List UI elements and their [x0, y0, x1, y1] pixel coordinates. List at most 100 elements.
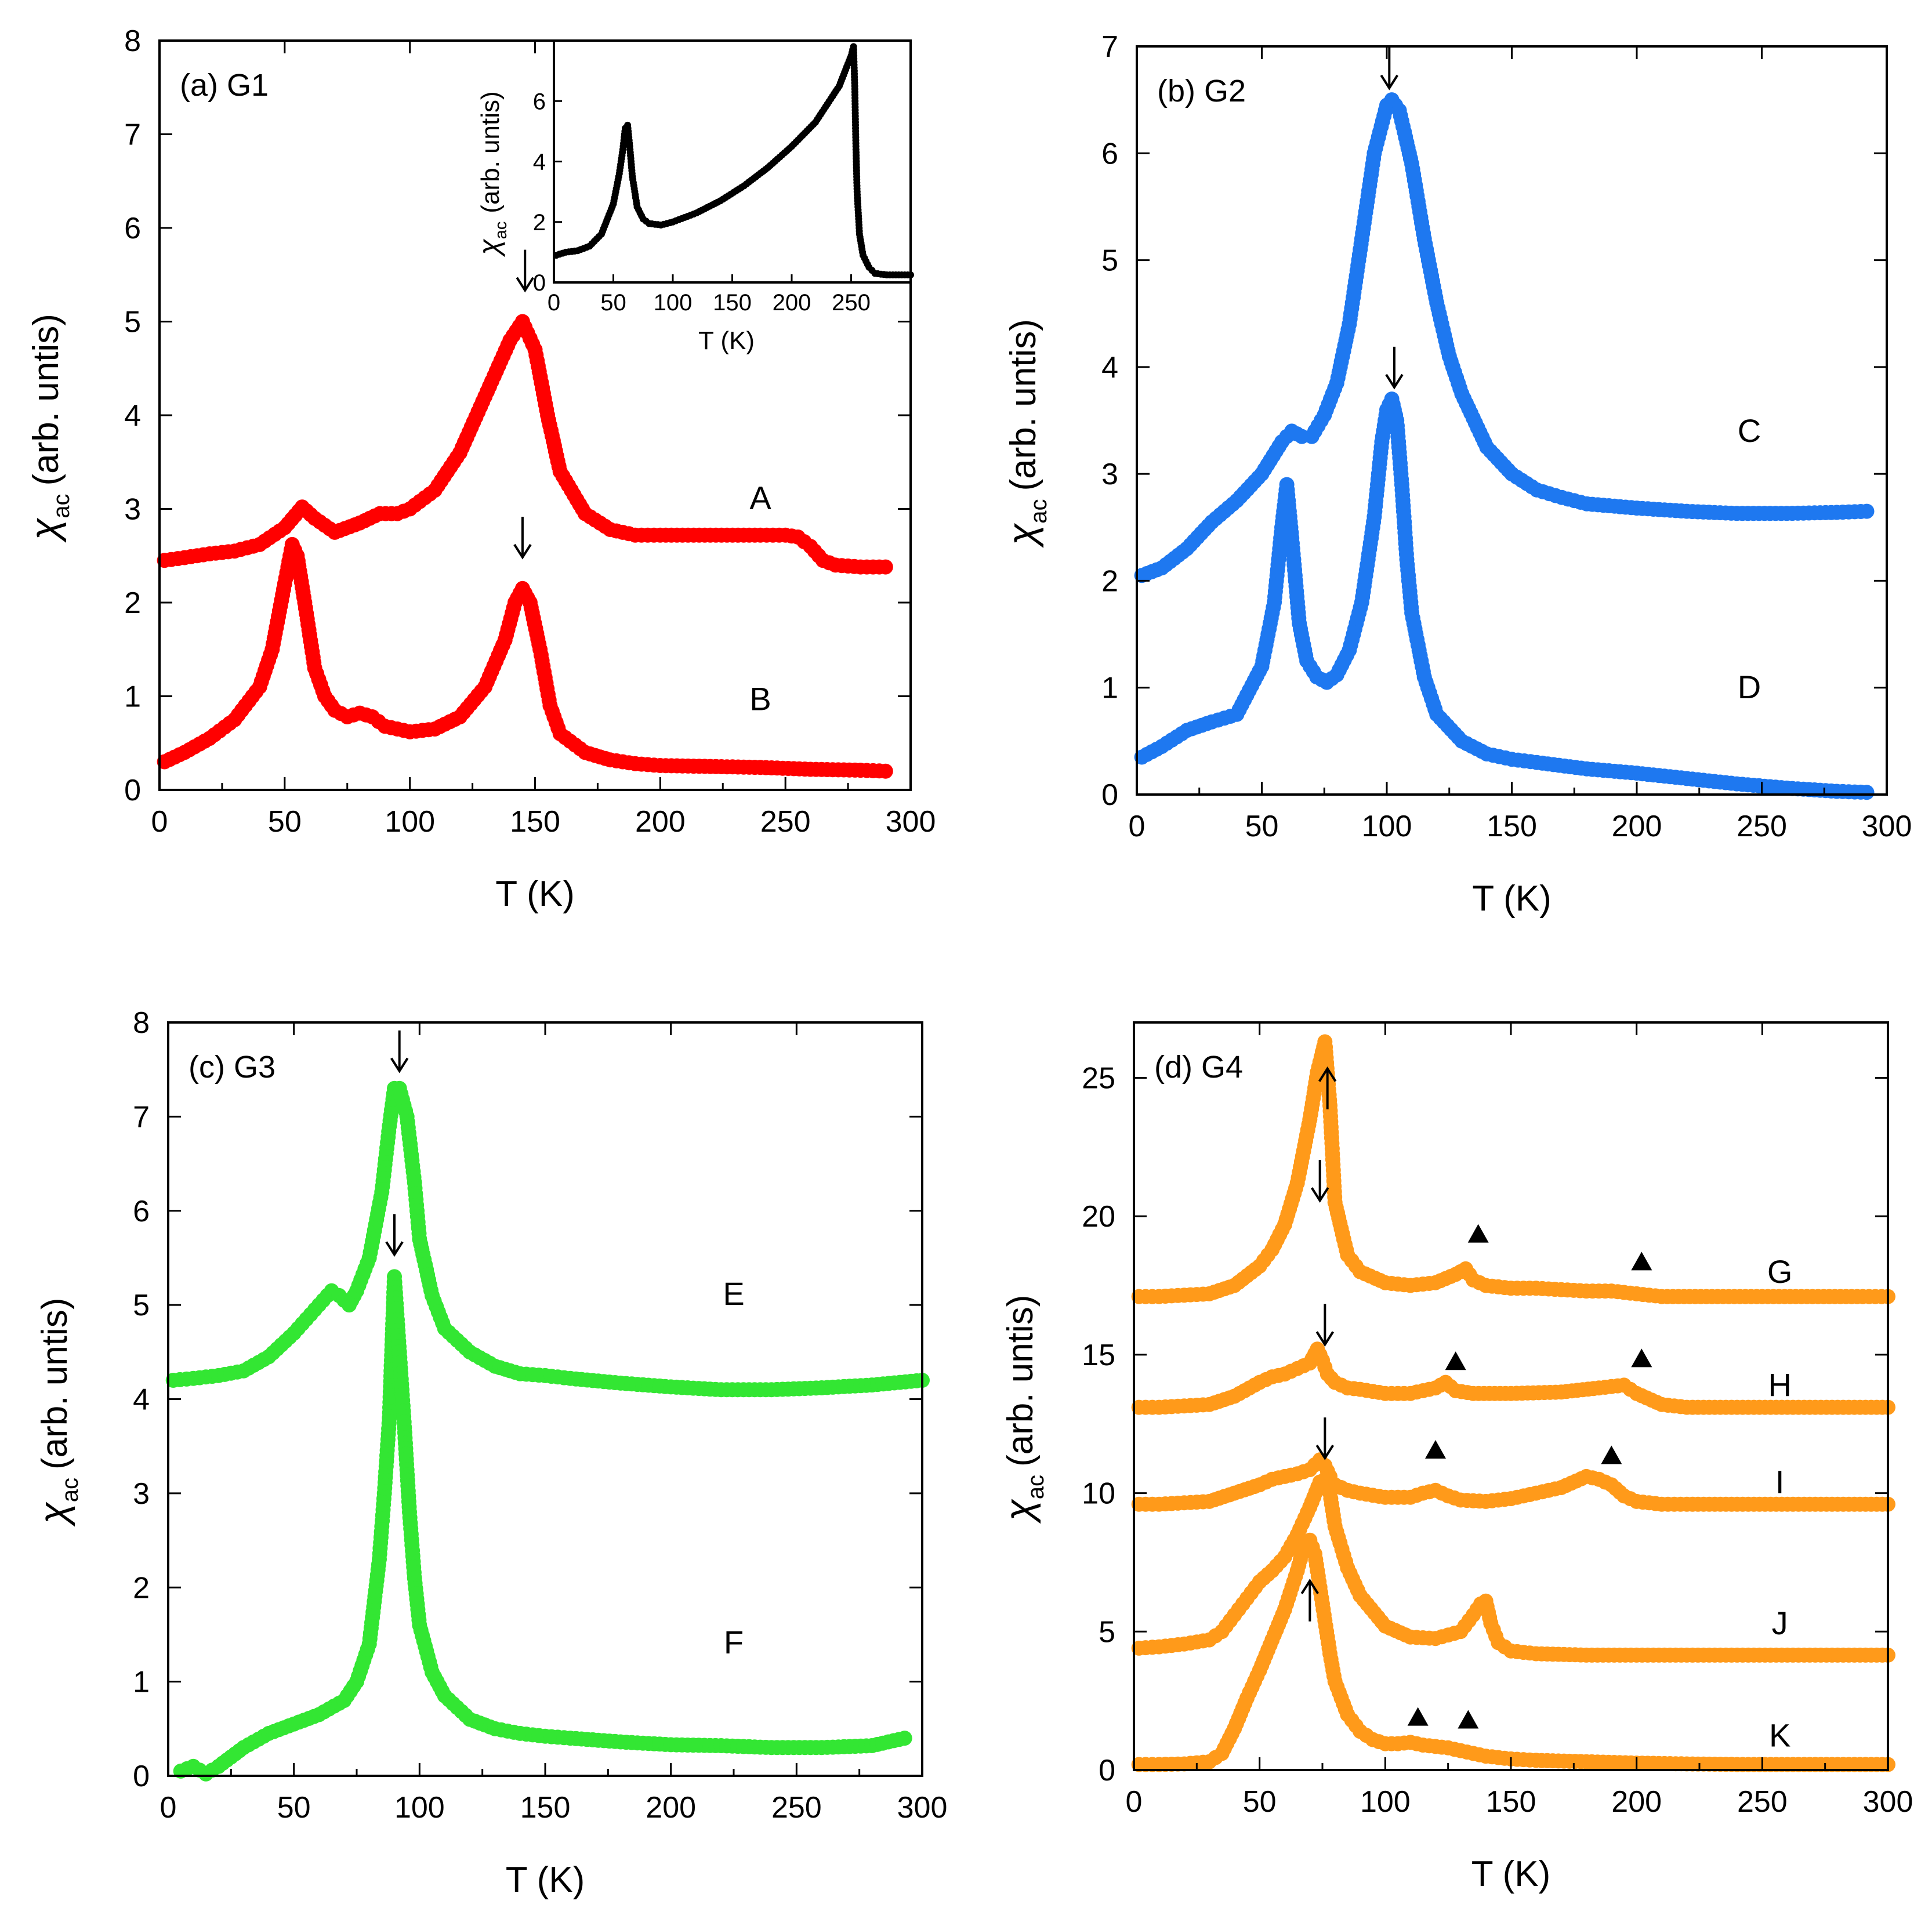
series-label: G [1767, 1253, 1793, 1290]
y-tick-label: 4 [124, 399, 141, 433]
series-H [1131, 1341, 1895, 1415]
y-tick-label: 2 [133, 1571, 150, 1605]
y-tick-label: 25 [1082, 1061, 1115, 1095]
y-tick-label: 5 [1099, 1615, 1115, 1649]
y-tick-label: 20 [1082, 1200, 1115, 1234]
x-tick-label: 200 [1611, 1785, 1662, 1819]
series-C [1134, 92, 1875, 583]
y-tick-label: 0 [124, 774, 141, 807]
x-axis-title: T (K) [1472, 879, 1552, 919]
y-axis-title: χac(arb. untis) [997, 1295, 1049, 1524]
x-tick-label: 100 [385, 805, 435, 839]
x-tick-label: 250 [1737, 810, 1787, 843]
series-label: D [1738, 669, 1761, 705]
y-axis-title: χac(arb. untis) [1000, 319, 1052, 548]
y-axis-title: χac(arb. untis) [473, 91, 510, 257]
y-tick-label: 1 [133, 1666, 150, 1699]
y-tick-label: 6 [133, 1195, 150, 1228]
y-axis-title-text: χac(arb. untis) [31, 1298, 83, 1527]
x-tick-label: 150 [1487, 810, 1537, 843]
inset-y-tick-label: 4 [533, 150, 546, 175]
y-axis-title-text: χac(arb. untis) [997, 1295, 1049, 1524]
y-tick-label: 0 [1099, 1754, 1115, 1787]
transition-arrow [1315, 1417, 1335, 1460]
chart-panel-d: G H I J K 0 50 100 150 200 250 300 0 5 10 15 20 25 T (K) χa… [997, 1021, 1913, 1894]
transition-arrow [385, 1214, 404, 1257]
x-axis-title: T (K) [1471, 1854, 1551, 1894]
x-axis-title: T (K) [506, 1860, 585, 1900]
y-tick-label: 0 [1101, 778, 1118, 812]
y-tick-label: 6 [124, 212, 141, 245]
series-label: I [1775, 1464, 1785, 1500]
x-tick-label: 300 [886, 805, 936, 839]
x-tick-label: 250 [760, 805, 811, 839]
inset-chart: 0 50 100 150 200 250 0 2 4 6 T (K) χac(arb. untis) [473, 39, 914, 355]
transition-arrow [1385, 346, 1404, 390]
inset-y-tick-label: 2 [533, 210, 546, 235]
x-tick-label: 0 [151, 805, 168, 839]
series-label: A [749, 480, 771, 516]
y-tick-label: 5 [133, 1289, 150, 1322]
y-axis-title-text: χac(arb. untis) [473, 91, 510, 257]
y-tick-label: 2 [1101, 564, 1118, 598]
x-tick-label: 200 [1612, 810, 1662, 843]
y-tick-label: 7 [133, 1100, 150, 1134]
plot-frame [167, 1021, 923, 1777]
x-tick-label: 300 [1863, 1785, 1913, 1819]
y-tick-label: 3 [133, 1477, 150, 1511]
series-label: J [1772, 1605, 1788, 1641]
series-label: K [1769, 1717, 1790, 1753]
transition-arrow [1315, 1304, 1335, 1347]
transition-arrow [513, 516, 532, 560]
y-tick-label: 6 [1101, 137, 1118, 171]
y-tick-label: 8 [124, 24, 141, 58]
x-tick-label: 0 [1126, 1785, 1143, 1819]
x-tick-label: 50 [268, 805, 302, 839]
x-tick-label: 50 [1245, 810, 1279, 843]
triangle-marker [1445, 1351, 1466, 1370]
y-tick-label: 5 [124, 306, 141, 339]
transition-arrow [1318, 1066, 1337, 1109]
series-D [1134, 391, 1875, 800]
series-J [1131, 1471, 1895, 1663]
data-point [1859, 503, 1875, 519]
series-K [1131, 1532, 1895, 1772]
y-tick-label: 3 [1101, 458, 1118, 491]
series-label: C [1738, 412, 1761, 449]
series-F [173, 1269, 912, 1782]
panel-label: (b) G2 [1157, 74, 1246, 108]
series-G [1131, 1034, 1895, 1304]
panel-label: (d) G4 [1154, 1050, 1243, 1085]
triangle-marker [1631, 1348, 1652, 1368]
series-A [157, 314, 893, 575]
y-tick-label: 10 [1082, 1477, 1115, 1511]
x-tick-label: 300 [1862, 810, 1912, 843]
data-point [1859, 785, 1875, 800]
inset-x-tick-label: 200 [773, 290, 811, 315]
triangle-marker [1458, 1710, 1479, 1729]
x-tick-label: 50 [277, 1791, 311, 1825]
y-tick-label: 15 [1082, 1339, 1115, 1372]
inset-x-tick-label: 0 [548, 290, 560, 315]
triangle-marker [1631, 1252, 1652, 1271]
triangle-marker [1601, 1445, 1622, 1464]
transition-arrow [1310, 1160, 1329, 1203]
y-tick-label: 0 [133, 1760, 150, 1793]
series-label: H [1768, 1367, 1791, 1403]
transition-arrow [390, 1030, 409, 1073]
y-tick-label: 1 [124, 680, 141, 714]
inset-y-tick-label: 6 [533, 89, 546, 114]
panel-label: (a) G1 [180, 68, 269, 103]
x-tick-label: 0 [160, 1791, 177, 1825]
x-tick-label: 250 [771, 1791, 822, 1825]
x-tick-label: 150 [510, 805, 560, 839]
x-tick-label: 300 [897, 1791, 948, 1825]
transition-arrow [1300, 1579, 1320, 1622]
series-label: F [724, 1624, 744, 1660]
x-tick-label: 100 [1360, 1785, 1411, 1819]
y-tick-label: 4 [133, 1383, 150, 1417]
transition-arrow [516, 249, 534, 293]
x-tick-label: 100 [394, 1791, 445, 1825]
